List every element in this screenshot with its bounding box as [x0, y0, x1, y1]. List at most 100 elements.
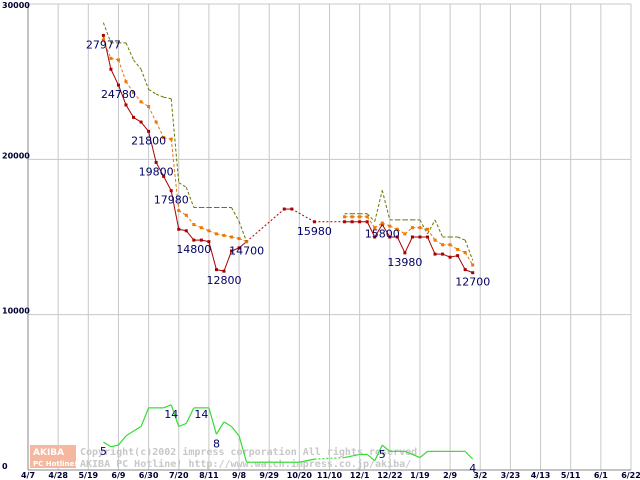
avg-price-point [109, 56, 113, 60]
avg-price-point [456, 247, 460, 251]
shop-count-segment [170, 404, 180, 427]
min-price-segment [223, 250, 232, 272]
avg-price-point [448, 243, 452, 247]
avg-price-segment [427, 228, 436, 241]
price-data-label: 15980 [297, 225, 332, 238]
x-tick-label: 6/22 [621, 471, 640, 480]
watermark-copyright: Copyright(c)2002 impress corporation All… [80, 446, 417, 458]
min-price-point [410, 235, 414, 239]
avg-price-point [132, 91, 136, 95]
min-price-point [418, 235, 422, 239]
shop-count-segment [419, 450, 428, 459]
shop-count-segment [185, 407, 195, 424]
x-tick-label: 11/10 [317, 471, 343, 480]
min-price-segment [163, 176, 172, 191]
max-price-segment [374, 190, 383, 222]
min-price-segment [148, 131, 157, 163]
x-tick-label: 5/19 [78, 471, 98, 480]
count-data-label: 14 [194, 408, 208, 421]
min-price-point [237, 246, 241, 250]
min-price-point [290, 207, 294, 211]
min-price-point [282, 207, 286, 211]
logo-top-text: AKIBA [33, 448, 64, 458]
max-price-segment [419, 219, 428, 235]
max-price-segment [178, 182, 187, 188]
shop-count-segment [215, 421, 225, 435]
min-price-point [312, 220, 316, 224]
shop-count-segment [140, 407, 150, 427]
min-price-segment [404, 236, 413, 254]
min-price-segment [208, 241, 217, 270]
x-tick-label: 9/8 [232, 471, 246, 480]
avg-price-point [433, 238, 437, 242]
avg-price-point [214, 232, 218, 236]
avg-price-point [350, 215, 354, 219]
max-price-segment [140, 69, 150, 90]
min-price-point [162, 174, 166, 178]
avg-price-point [237, 237, 241, 241]
max-price-segment [238, 221, 248, 242]
min-price-segment [125, 104, 134, 118]
x-tick-label: 6/9 [111, 471, 125, 480]
shop-count-segment [231, 426, 240, 437]
count-data-label: 5 [379, 448, 386, 461]
watermark-url: AKIBA PC Hotline! http://www.watch.impre… [80, 458, 411, 470]
avg-price-point [139, 100, 143, 104]
max-price-segment [457, 236, 466, 241]
avg-price-point [343, 215, 347, 219]
avg-price-point [463, 251, 467, 255]
price-data-label: 17980 [154, 194, 189, 207]
avg-price-point [162, 136, 166, 140]
shop-count-segment [110, 444, 119, 448]
shop-count-segment [117, 435, 127, 446]
avg-price-point [147, 105, 151, 109]
min-price-segment [427, 236, 436, 255]
shop-count-segment [464, 450, 474, 460]
avg-price-point [425, 227, 429, 231]
min-price-point [441, 252, 445, 256]
avg-price-point [365, 215, 369, 219]
min-price-point [358, 220, 362, 224]
min-price-point [365, 220, 369, 224]
min-price-point [124, 103, 128, 107]
shop-count-segment [223, 421, 232, 428]
min-price-point [471, 271, 475, 275]
logo-background [30, 445, 76, 468]
price-data-label: 12800 [206, 274, 241, 287]
shop-count-segment [133, 425, 142, 432]
avg-price-point [184, 213, 188, 217]
avg-price-point [230, 235, 234, 239]
x-tick-label: 10/20 [287, 471, 313, 480]
avg-price-point [380, 221, 384, 225]
max-price-segment [231, 207, 240, 222]
x-tick-label: 4/13 [531, 471, 551, 480]
min-price-segment [155, 162, 165, 177]
x-tick-label: 8/11 [199, 471, 219, 480]
min-price-point [214, 268, 218, 272]
logo-bottom-text: PC Hotline! [33, 460, 77, 468]
avg-price-segment [464, 252, 474, 266]
data-labels-layer: 27977 24780 21800 19800 17980 14800 12800 14700… [86, 38, 490, 475]
series-layer [101, 22, 475, 463]
avg-price-point [441, 243, 445, 247]
avg-price-segment [185, 214, 195, 225]
avg-price-point [358, 215, 362, 219]
avg-price-point [388, 224, 392, 228]
avg-price-point [124, 80, 128, 84]
price-data-label: 27977 [86, 38, 121, 51]
count-data-label: 5 [100, 445, 107, 458]
avg-price-point [207, 229, 211, 233]
min-price-point [388, 235, 392, 239]
min-price-point [147, 129, 151, 133]
min-price-segment [374, 224, 383, 238]
count-data-label: 14 [164, 408, 178, 421]
price-data-label: 13980 [387, 256, 422, 269]
min-price-point [199, 238, 203, 242]
max-price-segment [366, 213, 376, 222]
avg-price-point [373, 226, 377, 230]
max-price-segment [125, 42, 134, 61]
avg-price-point [222, 233, 226, 237]
